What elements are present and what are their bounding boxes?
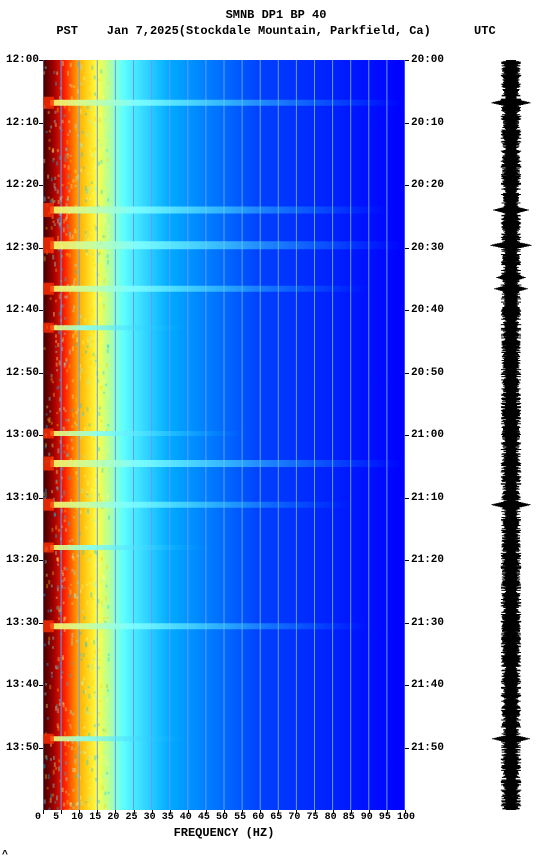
x-tick-label: 65 xyxy=(270,812,282,823)
waveform-plot xyxy=(490,60,532,810)
x-tick-label: 70 xyxy=(288,812,300,823)
utc-tick-label: 21:10 xyxy=(411,492,444,504)
pst-tick-label: 13:10 xyxy=(6,492,39,504)
x-tick-label: 90 xyxy=(361,812,373,823)
pst-tick-label: 13:30 xyxy=(6,617,39,629)
x-tick-label: 50 xyxy=(216,812,228,823)
utc-tick-label: 21:00 xyxy=(411,429,444,441)
x-tick-label: 60 xyxy=(252,812,264,823)
pst-tick-label: 13:50 xyxy=(6,742,39,754)
utc-tick-label: 20:40 xyxy=(411,304,444,316)
title-date-loc: Jan 7,2025(Stockdale Mountain, Parkfield… xyxy=(107,24,431,38)
x-tick-label: 45 xyxy=(198,812,210,823)
utc-label: UTC xyxy=(474,24,496,38)
utc-tick-label: 21:40 xyxy=(411,679,444,691)
x-tick-label: 15 xyxy=(89,812,101,823)
x-tick-label: 100 xyxy=(397,812,415,823)
x-tick-label: 40 xyxy=(180,812,192,823)
x-tick-label: 10 xyxy=(71,812,83,823)
utc-tick-label: 21:30 xyxy=(411,617,444,629)
x-tick-label: 75 xyxy=(307,812,319,823)
x-tick-label: 35 xyxy=(162,812,174,823)
utc-tick-label: 20:50 xyxy=(411,367,444,379)
x-tick-label: 85 xyxy=(343,812,355,823)
x-tick-label: 20 xyxy=(107,812,119,823)
x-tick-label: 30 xyxy=(144,812,156,823)
pst-tick-label: 13:20 xyxy=(6,554,39,566)
x-axis-title: FREQUENCY (HZ) xyxy=(43,826,405,840)
pst-tick-label: 12:20 xyxy=(6,179,39,191)
x-tick-label: 0 xyxy=(35,812,41,823)
title-line-1: SMNB DP1 BP 40 xyxy=(0,8,552,22)
footer-mark: ^ xyxy=(2,850,8,861)
x-tick-label: 5 xyxy=(53,812,59,823)
x-tick-label: 80 xyxy=(325,812,337,823)
utc-tick-label: 20:30 xyxy=(411,242,444,254)
spectrogram-plot xyxy=(43,60,405,810)
pst-tick-label: 13:40 xyxy=(6,679,39,691)
pst-tick-label: 13:00 xyxy=(6,429,39,441)
pst-tick-label: 12:30 xyxy=(6,242,39,254)
pst-tick-label: 12:50 xyxy=(6,367,39,379)
pst-tick-label: 12:40 xyxy=(6,304,39,316)
utc-tick-label: 20:20 xyxy=(411,179,444,191)
x-tick-label: 95 xyxy=(379,812,391,823)
pst-tick-label: 12:00 xyxy=(6,54,39,66)
x-tick-label: 25 xyxy=(126,812,138,823)
x-tick-label: 55 xyxy=(234,812,246,823)
utc-tick-label: 21:20 xyxy=(411,554,444,566)
figure: SMNB DP1 BP 40 PST Jan 7,2025(Stockdale … xyxy=(0,0,552,864)
pst-tick-label: 12:10 xyxy=(6,117,39,129)
utc-tick-label: 21:50 xyxy=(411,742,444,754)
title-line-2: PST Jan 7,2025(Stockdale Mountain, Parkf… xyxy=(0,24,552,38)
pst-label: PST xyxy=(56,24,78,38)
utc-tick-label: 20:00 xyxy=(411,54,444,66)
utc-tick-label: 20:10 xyxy=(411,117,444,129)
